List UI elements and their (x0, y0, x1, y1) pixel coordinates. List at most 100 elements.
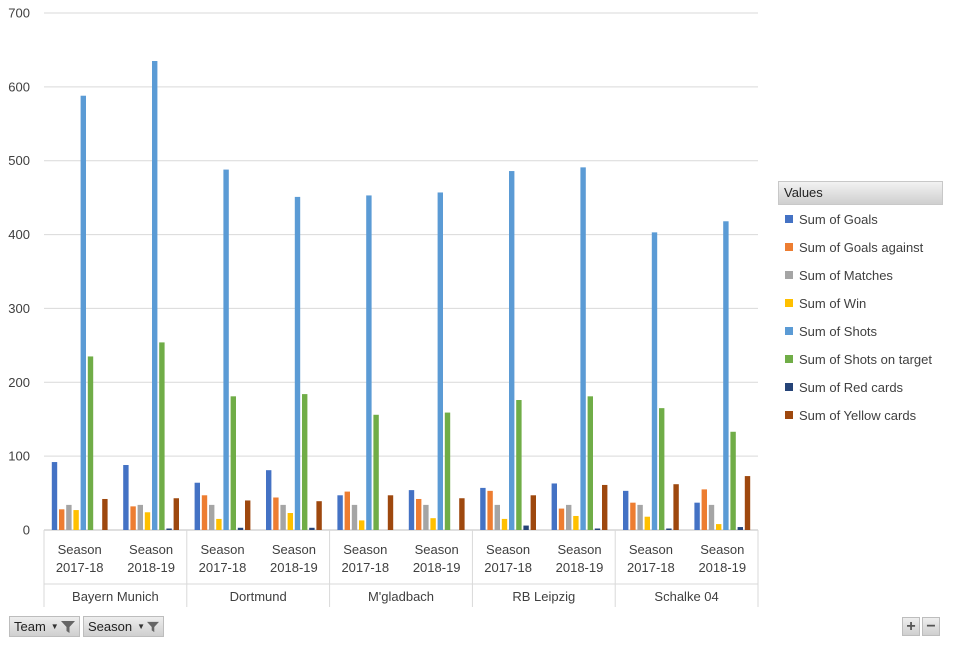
bar (551, 483, 557, 530)
team-filter-button[interactable]: Team ▼ (9, 616, 80, 637)
x-tick-label-line2: 2018-19 (270, 560, 318, 575)
bar (723, 221, 729, 530)
legend-label: Sum of Shots (799, 323, 878, 339)
bar (102, 498, 108, 530)
y-axis-ticks: 0 100 200 300 400 500 600 700 (8, 6, 30, 538)
x-tick-label-line1: Season (700, 542, 744, 557)
bar (430, 518, 436, 530)
group-label: Schalke 04 (654, 589, 718, 604)
legend-item: Sum of Shots on target (778, 345, 943, 373)
x-tick-label-line1: Season (200, 542, 244, 557)
legend-label: Sum of Win (799, 295, 867, 311)
x-tick-label-line2: 2018-19 (127, 560, 175, 575)
bar (287, 513, 293, 530)
bar (437, 192, 443, 530)
bar (316, 501, 322, 530)
y-tick-label: 500 (8, 153, 30, 168)
y-tick-label: 700 (8, 6, 30, 21)
bar (730, 431, 736, 530)
legend: Values Sum of Goals Sum of Goals against S… (778, 181, 943, 429)
bars (51, 61, 751, 531)
x-tick-label-line1: Season (343, 542, 387, 557)
bar (302, 394, 308, 530)
bar (66, 504, 72, 530)
bar (416, 498, 422, 530)
legend-swatch (785, 299, 793, 307)
legend-swatch (785, 327, 793, 335)
bar (637, 504, 643, 530)
bar (87, 356, 94, 530)
y-tick-label: 0 (23, 523, 30, 538)
x-tick-label-line2: 2017-18 (199, 560, 247, 575)
x-tick-label-line2: 2018-19 (698, 560, 746, 575)
legend-item: Sum of Goals (778, 205, 943, 233)
legend-items: Sum of Goals Sum of Goals against Sum of M… (778, 205, 943, 429)
bar (459, 498, 465, 530)
bar (152, 61, 158, 530)
bar (201, 495, 208, 530)
bar (173, 498, 179, 530)
y-tick-label: 400 (8, 227, 30, 242)
bar (602, 484, 608, 530)
bar (245, 500, 251, 530)
bar (137, 504, 143, 530)
bar (344, 491, 350, 530)
bar (494, 504, 500, 530)
bar (580, 167, 586, 531)
x-tick-label-line2: 2017-18 (484, 560, 532, 575)
x-tick-label-line1: Season (486, 542, 530, 557)
bar (309, 527, 315, 530)
bar (659, 408, 665, 530)
bar (558, 508, 565, 530)
legend-swatch (785, 411, 793, 419)
x-tick-label-line1: Season (272, 542, 316, 557)
bar (694, 502, 700, 530)
legend-label: Sum of Matches (799, 267, 893, 283)
bar (737, 527, 743, 530)
bar (366, 195, 372, 530)
bar (216, 518, 222, 530)
group-label: M'gladbach (368, 589, 434, 604)
legend-item: Sum of Yellow cards (778, 401, 943, 429)
expand-button[interactable]: + (902, 617, 920, 636)
collapse-button[interactable]: − (922, 617, 940, 636)
bar (408, 490, 415, 530)
bar (294, 196, 301, 530)
bar (123, 465, 129, 530)
bar (573, 515, 579, 530)
legend-item: Sum of Shots (778, 317, 943, 345)
bar (523, 525, 529, 530)
bar (159, 342, 165, 530)
bar (444, 412, 451, 530)
bar (509, 171, 515, 531)
bar (194, 482, 200, 530)
filter-funnel-icon (60, 620, 75, 633)
bar (530, 495, 536, 530)
legend-title: Values (778, 181, 943, 205)
x-tick-label-line1: Season (415, 542, 459, 557)
legend-label: Sum of Yellow cards (799, 407, 917, 423)
legend-swatch (785, 215, 793, 223)
legend-item: Sum of Win (778, 289, 943, 317)
legend-swatch (785, 355, 793, 363)
bar (237, 527, 244, 530)
group-label: Dortmund (230, 589, 287, 604)
bar (594, 528, 601, 530)
bar (387, 495, 394, 530)
bar (716, 524, 722, 530)
gridlines (44, 12, 758, 531)
bar (73, 510, 79, 530)
bar (516, 400, 522, 530)
bar (337, 495, 343, 530)
bar (59, 509, 65, 530)
x-axis: Season 2017-18 Season 2018-19 Bayern Munich S… (43, 530, 759, 607)
x-tick-label-line1: Season (557, 542, 601, 557)
dropdown-arrow-icon: ▼ (137, 622, 146, 631)
bar (130, 506, 136, 530)
bar (587, 396, 593, 530)
season-filter-button[interactable]: Season ▼ (83, 616, 164, 637)
x-tick-label-line2: 2017-18 (627, 560, 675, 575)
x-tick-label-line2: 2018-19 (413, 560, 461, 575)
y-tick-label: 300 (8, 301, 30, 316)
